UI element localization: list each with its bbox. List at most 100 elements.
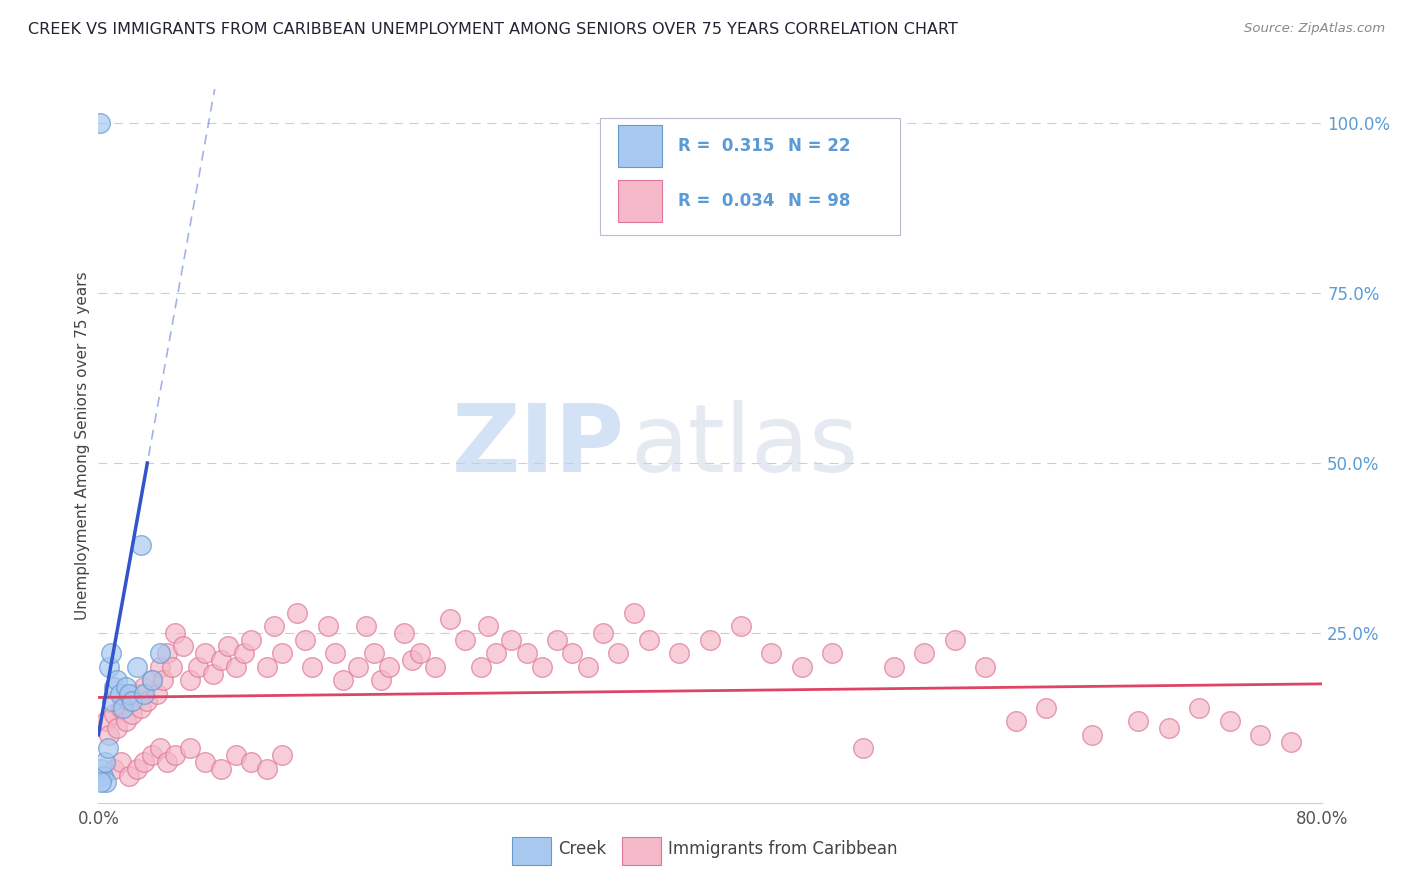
Point — [149, 660, 172, 674]
Y-axis label: Unemployment Among Seniors over 75 years: Unemployment Among Seniors over 75 years — [75, 272, 90, 620]
Point — [98, 728, 121, 742]
Point — [485, 646, 508, 660]
Point — [470, 660, 492, 674]
FancyBboxPatch shape — [600, 118, 900, 235]
Point — [163, 748, 186, 763]
Point — [141, 748, 163, 763]
Point — [194, 646, 217, 660]
Point — [90, 762, 112, 776]
Point — [90, 775, 112, 789]
Text: R =  0.034: R = 0.034 — [678, 193, 775, 211]
Point — [454, 632, 477, 647]
Point — [202, 666, 225, 681]
Point — [172, 640, 194, 654]
Point — [110, 700, 132, 714]
Point — [100, 646, 122, 660]
Point — [89, 116, 111, 130]
Point — [97, 741, 120, 756]
Point — [912, 646, 935, 660]
Point — [332, 673, 354, 688]
Point — [301, 660, 323, 674]
Point — [94, 775, 117, 789]
Point — [91, 769, 114, 783]
Point — [1081, 728, 1104, 742]
Point — [501, 632, 523, 647]
Point — [852, 741, 875, 756]
Text: N = 22: N = 22 — [789, 137, 851, 155]
Point — [256, 762, 278, 776]
Point — [270, 748, 292, 763]
Point — [129, 700, 152, 714]
Point — [134, 680, 156, 694]
Point — [149, 741, 172, 756]
Point — [408, 646, 430, 660]
Point — [699, 632, 721, 647]
Point — [217, 640, 239, 654]
Point — [94, 714, 117, 729]
Point — [194, 755, 217, 769]
Point — [141, 673, 163, 688]
Point — [943, 632, 966, 647]
Text: Source: ZipAtlas.com: Source: ZipAtlas.com — [1244, 22, 1385, 36]
Point — [1249, 728, 1271, 742]
Point — [141, 673, 163, 688]
Point — [256, 660, 278, 674]
Point — [347, 660, 370, 674]
Point — [423, 660, 446, 674]
Point — [105, 673, 128, 688]
Point — [270, 646, 292, 660]
Point — [316, 619, 339, 633]
Point — [759, 646, 782, 660]
Point — [294, 632, 316, 647]
Point — [530, 660, 553, 674]
Point — [325, 646, 347, 660]
Point — [121, 694, 143, 708]
Point — [160, 660, 183, 674]
Point — [790, 660, 813, 674]
Point — [378, 660, 401, 674]
Point — [576, 660, 599, 674]
Point — [1279, 734, 1302, 748]
Point — [110, 755, 132, 769]
Point — [668, 646, 690, 660]
Point — [561, 646, 583, 660]
Text: Creek: Creek — [558, 840, 606, 858]
Point — [232, 646, 254, 660]
Point — [111, 700, 134, 714]
Point — [134, 755, 156, 769]
Point — [145, 687, 167, 701]
Point — [129, 537, 152, 551]
Point — [354, 619, 377, 633]
Point — [134, 687, 156, 701]
Point — [240, 632, 263, 647]
Point — [125, 687, 148, 701]
Point — [392, 626, 416, 640]
Point — [883, 660, 905, 674]
Point — [225, 748, 247, 763]
Point — [209, 653, 232, 667]
Point — [149, 646, 172, 660]
Point — [1188, 700, 1211, 714]
Point — [225, 660, 247, 674]
Point — [1219, 714, 1241, 729]
Point — [401, 653, 423, 667]
Text: CREEK VS IMMIGRANTS FROM CARIBBEAN UNEMPLOYMENT AMONG SENIORS OVER 75 YEARS CORR: CREEK VS IMMIGRANTS FROM CARIBBEAN UNEMP… — [28, 22, 957, 37]
Point — [108, 687, 131, 701]
Point — [118, 687, 141, 701]
Point — [103, 762, 125, 776]
Point — [121, 707, 143, 722]
Point — [101, 694, 124, 708]
Point — [118, 769, 141, 783]
Point — [1035, 700, 1057, 714]
Point — [156, 646, 179, 660]
Point — [105, 721, 128, 735]
Point — [439, 612, 461, 626]
Point — [118, 694, 141, 708]
Point — [103, 680, 125, 694]
Point — [637, 632, 661, 647]
Point — [240, 755, 263, 769]
Point — [263, 619, 285, 633]
FancyBboxPatch shape — [512, 837, 551, 865]
FancyBboxPatch shape — [619, 125, 662, 167]
Point — [98, 660, 121, 674]
